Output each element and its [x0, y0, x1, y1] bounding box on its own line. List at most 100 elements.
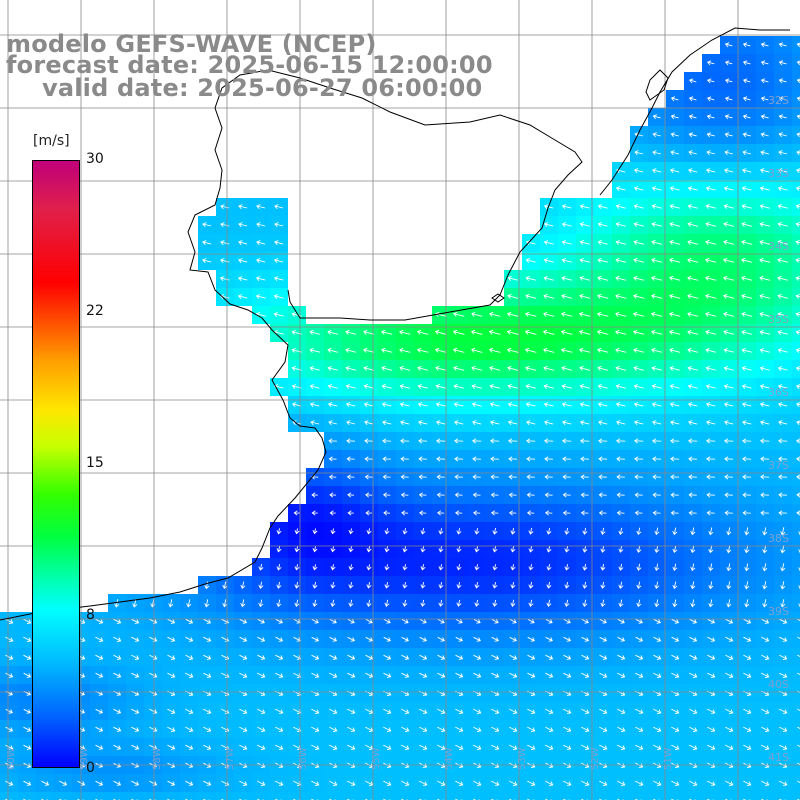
wind-speed-cell — [792, 342, 800, 360]
wind-speed-cell — [792, 594, 800, 612]
colorbar-tick-30: 30 — [86, 151, 104, 167]
wind-arrow — [456, 564, 462, 571]
wind-arrow — [759, 186, 770, 191]
wind-arrow — [743, 744, 752, 750]
wind-arrow — [509, 619, 517, 624]
wind-arrow — [633, 257, 645, 263]
wind-arrow — [778, 60, 787, 66]
wind-arrow — [723, 311, 735, 317]
wind-arrow — [273, 276, 284, 282]
wind-arrow — [779, 654, 788, 660]
wind-arrow — [689, 672, 698, 678]
wind-arrow — [564, 527, 570, 535]
wind-arrow — [454, 438, 464, 444]
wind-arrow — [542, 329, 555, 335]
wind-arrow — [687, 384, 698, 389]
wind-arrow — [741, 239, 753, 245]
wind-arrow — [113, 744, 122, 750]
wind-speed-cell — [792, 522, 800, 540]
wind-arrow — [706, 492, 715, 498]
wind-arrow — [543, 275, 554, 281]
wind-arrow — [688, 474, 698, 480]
wind-arrow — [238, 240, 248, 246]
wind-arrow — [724, 60, 733, 66]
wind-arrow — [743, 636, 752, 642]
wind-arrow — [363, 365, 375, 371]
wind-arrow — [240, 599, 246, 608]
wind-arrow — [220, 258, 230, 264]
wind-arrow — [651, 186, 662, 191]
wind-arrow — [437, 744, 446, 750]
wind-arrow — [256, 240, 266, 246]
wind-arrow — [327, 402, 338, 408]
wind-arrow — [382, 456, 391, 462]
wind-arrow — [329, 636, 338, 642]
wind-arrow — [580, 510, 589, 516]
wind-arrow — [438, 528, 444, 535]
wind-arrow — [633, 383, 644, 389]
wind-speed-cell — [792, 198, 800, 216]
wind-speed-cell — [234, 792, 252, 800]
wind-arrow — [220, 240, 230, 246]
wind-arrow — [760, 42, 769, 48]
wind-arrow — [653, 654, 662, 660]
wind-arrow — [543, 365, 555, 371]
wind-arrow — [653, 708, 662, 714]
wind-arrow — [527, 726, 536, 732]
wind-arrow — [508, 510, 517, 516]
wind-arrow — [400, 438, 410, 444]
wind-speed-cell — [792, 720, 800, 738]
wind-speed-cell — [792, 108, 800, 126]
colorbar-tick-0: 0 — [86, 760, 95, 776]
wind-arrow — [618, 545, 624, 553]
wind-arrow — [725, 780, 734, 786]
wind-arrow — [724, 420, 734, 426]
wind-speed-cell — [792, 180, 800, 198]
wind-arrow — [473, 672, 482, 678]
wind-arrow — [706, 132, 715, 138]
wind-arrow — [562, 510, 571, 516]
wind-arrow — [724, 510, 733, 516]
wind-arrow — [780, 581, 786, 590]
wind-speed-cell — [378, 792, 396, 800]
wind-arrow — [635, 654, 644, 660]
wind-arrow — [328, 438, 337, 444]
wind-arrow — [239, 726, 248, 732]
wind-arrow — [672, 527, 678, 536]
wind-arrow — [416, 347, 429, 353]
wind-arrow — [346, 456, 355, 462]
wind-arrow — [525, 293, 537, 299]
wind-arrow — [597, 347, 609, 353]
wind-arrow — [347, 654, 356, 660]
wind-arrow — [510, 564, 516, 571]
wind-arrow — [779, 618, 788, 624]
wind-arrow — [635, 708, 644, 714]
wind-arrow — [329, 672, 338, 678]
wind-arrow — [618, 581, 624, 589]
wind-arrow — [167, 654, 176, 660]
wind-arrow — [544, 474, 553, 480]
wind-arrow — [507, 293, 519, 299]
wind-arrow — [204, 599, 210, 608]
wind-arrow — [796, 474, 800, 480]
wind-speed-cell — [792, 162, 800, 180]
wind-arrow — [438, 582, 444, 589]
wind-arrow — [310, 420, 320, 426]
wind-arrow — [5, 636, 14, 642]
wind-arrow — [597, 204, 608, 209]
wind-arrow — [470, 347, 483, 353]
wind-arrow — [652, 150, 662, 156]
wind-arrow — [671, 780, 680, 786]
wind-arrow — [95, 618, 104, 624]
wind-arrow — [778, 420, 788, 426]
wind-arrow — [670, 492, 679, 498]
wind-arrow — [418, 438, 428, 444]
wind-arrow — [203, 744, 212, 750]
wind-arrow — [795, 311, 800, 317]
wind-arrow — [543, 240, 554, 245]
wind-arrow — [670, 114, 679, 120]
wind-arrow — [723, 329, 735, 335]
wind-arrow — [524, 347, 537, 353]
wind-arrow — [113, 708, 122, 714]
